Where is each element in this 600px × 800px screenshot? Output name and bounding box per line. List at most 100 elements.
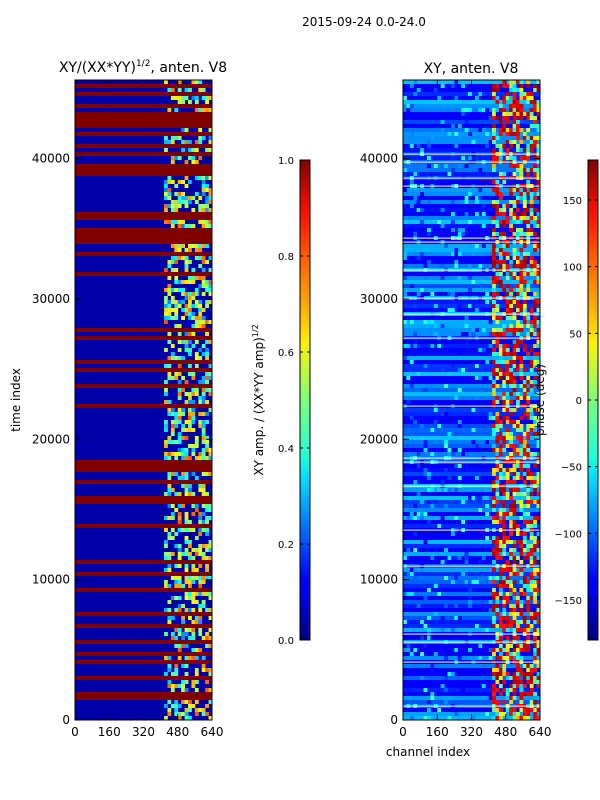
- heatmap-cell: [167, 312, 172, 317]
- heatmap-cell: [495, 224, 500, 229]
- heatmap-cell: [509, 272, 513, 277]
- heatmap-cell: [194, 568, 199, 573]
- heatmap-cell: [519, 508, 524, 513]
- heatmap-cell: [181, 472, 185, 477]
- heatmap-cell: [519, 156, 524, 161]
- heatmap-cell: [167, 140, 172, 145]
- heatmap-cell: [167, 284, 172, 289]
- heatmap-cell: [522, 308, 527, 313]
- heatmap-cell: [181, 192, 185, 197]
- heatmap-cell: [423, 444, 428, 449]
- heatmap-cell: [208, 376, 212, 381]
- heatmap-cell: [529, 692, 534, 697]
- heatmap-cell: [488, 580, 493, 585]
- heatmap-cell: [177, 436, 182, 441]
- heatmap-cell: [492, 568, 496, 573]
- heatmap-cell: [536, 300, 540, 305]
- heatmap-cell: [170, 512, 175, 517]
- heatmap-cell: [529, 424, 534, 429]
- heatmap-cell: [184, 428, 189, 433]
- heatmap-cell: [454, 264, 459, 269]
- heatmap-cell: [529, 500, 534, 505]
- heatmap-cell: [184, 224, 189, 229]
- heatmap-row: [75, 360, 212, 365]
- heatmap-row: [75, 200, 212, 205]
- heatmap-cell: [177, 440, 182, 445]
- heatmap-cell: [522, 464, 527, 469]
- heatmap-cell: [201, 392, 206, 397]
- heatmap-cell: [174, 700, 179, 705]
- heatmap-cell: [167, 564, 172, 569]
- heatmap-cell: [208, 300, 212, 305]
- heatmap-cell: [184, 200, 189, 205]
- heatmap-cell: [526, 496, 531, 501]
- heatmap-cell: [194, 680, 199, 685]
- heatmap-cell: [498, 544, 503, 549]
- heatmap-cell: [198, 320, 203, 325]
- heatmap-row: [75, 660, 212, 665]
- heatmap-cell: [492, 552, 496, 557]
- heatmap-cell: [420, 620, 424, 625]
- heatmap-cell: [495, 328, 500, 333]
- heatmap-cell: [205, 680, 209, 685]
- heatmap-cell: [526, 100, 531, 105]
- heatmap-cell: [498, 172, 503, 177]
- heatmap-cell: [509, 104, 513, 109]
- heatmap-cell: [512, 272, 517, 277]
- heatmap-row: [403, 492, 540, 497]
- heatmap-cell: [522, 208, 527, 213]
- heatmap-cell: [495, 188, 500, 193]
- heatmap-cell: [468, 92, 472, 97]
- heatmap-cell: [164, 392, 168, 397]
- heatmap-cell: [492, 248, 496, 253]
- heatmap-cell: [533, 172, 537, 177]
- heatmap-cell: [184, 540, 189, 545]
- heatmap-cell: [430, 664, 435, 669]
- heatmap-cell: [413, 648, 418, 653]
- heatmap-cell: [447, 488, 452, 493]
- heatmap-cell: [519, 416, 524, 421]
- heatmap-cell: [492, 220, 496, 225]
- heatmap-cell: [502, 580, 507, 585]
- heatmap-cell: [181, 316, 185, 321]
- heatmap-row: [75, 212, 212, 217]
- heatmap-cell: [201, 604, 206, 609]
- heatmap-cell: [498, 376, 503, 381]
- heatmap-cell: [492, 328, 496, 333]
- heatmap-cell: [198, 176, 203, 181]
- heatmap-cell: [444, 656, 448, 661]
- heatmap-cell: [536, 88, 540, 93]
- heatmap-cell: [198, 544, 203, 549]
- heatmap-cell: [492, 604, 496, 609]
- heatmap-cell: [454, 488, 459, 493]
- heatmap-cell: [174, 472, 179, 477]
- heatmap-cell: [522, 256, 527, 261]
- heatmap-gap-line: [403, 297, 540, 299]
- heatmap-cell: [433, 332, 438, 337]
- heatmap-cell: [423, 688, 428, 693]
- heatmap-cell: [201, 88, 206, 93]
- heatmap-row: [403, 316, 540, 321]
- heatmap-cell: [461, 332, 466, 337]
- heatmap-row: [75, 648, 212, 653]
- heatmap-cell: [498, 540, 503, 545]
- heatmap-cell: [512, 352, 517, 357]
- heatmap-cell: [536, 580, 540, 585]
- heatmap-cell: [498, 444, 503, 449]
- heatmap-cell: [403, 252, 407, 257]
- heatmap-cell: [488, 496, 493, 501]
- heatmap-cell: [201, 352, 206, 357]
- heatmap-cell: [533, 116, 537, 121]
- heatmap-cell: [505, 672, 510, 677]
- heatmap-cell: [181, 244, 185, 249]
- heatmap-cell: [188, 420, 192, 425]
- heatmap-cell: [170, 536, 175, 541]
- heatmap-cell: [170, 504, 175, 509]
- heatmap-cell: [498, 316, 503, 321]
- heatmap-cell: [205, 444, 209, 449]
- heatmap-cell: [184, 512, 189, 517]
- heatmap-row: [75, 524, 212, 529]
- heatmap-cell: [177, 332, 182, 337]
- heatmap-cell: [512, 216, 517, 221]
- heatmap-cell: [188, 628, 192, 633]
